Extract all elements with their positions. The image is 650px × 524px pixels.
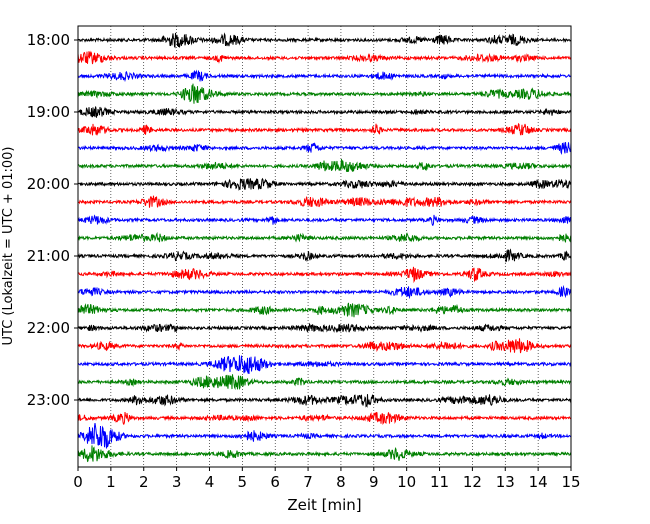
trace-2200 (77, 322, 572, 333)
x-tick-label: 2 (139, 473, 149, 491)
x-tick-label: 8 (336, 473, 346, 491)
trace-2100 (77, 248, 572, 263)
x-tick-label: 12 (463, 473, 482, 491)
trace-1830 (77, 69, 572, 83)
x-axis: 0 1 2 3 4 5 6 7 8 9 10 11 12 13 14 15 (73, 467, 581, 491)
trace-2130 (77, 284, 572, 300)
x-tick-label: 3 (172, 473, 182, 491)
y-tick-label: 20:00 (27, 175, 70, 193)
trace-1815 (77, 50, 572, 65)
trace-2300 (77, 394, 572, 408)
x-tick-label: 4 (205, 473, 215, 491)
x-tick-label: 0 (73, 473, 83, 491)
y-tick-label: 22:00 (27, 319, 70, 337)
trace-1945 (77, 159, 572, 173)
y-axis-label: UTC (Lokalzeit = UTC + 01:00) (1, 147, 16, 346)
x-tick-label: 15 (561, 473, 580, 491)
x-axis-label: Zeit [min] (287, 496, 361, 514)
y-tick-label: 18:00 (27, 31, 70, 49)
trace-2345 (77, 445, 572, 463)
trace-2015 (77, 195, 572, 208)
x-tick-label: 7 (303, 473, 313, 491)
trace-2315 (77, 411, 572, 426)
x-tick-label: 14 (529, 473, 548, 491)
trace-2245 (77, 374, 572, 391)
x-tick-label: 10 (397, 473, 416, 491)
y-tick-label: 21:00 (27, 247, 70, 265)
trace-1930 (77, 142, 572, 155)
trace-1915 (77, 122, 572, 136)
trace-1900 (77, 106, 572, 118)
x-tick-label: 1 (106, 473, 116, 491)
x-tick-label: 13 (496, 473, 515, 491)
y-tick-label: 19:00 (27, 103, 70, 121)
trace-layer (77, 32, 572, 463)
trace-2115 (77, 266, 572, 284)
trace-1845 (77, 83, 572, 104)
trace-2000 (77, 177, 572, 192)
y-tick-label: 23:00 (27, 391, 70, 409)
trace-2215 (77, 338, 572, 354)
trace-1800 (77, 32, 572, 49)
x-tick-label: 11 (430, 473, 449, 491)
trace-2145 (77, 302, 572, 318)
x-tick-label: 9 (369, 473, 379, 491)
trace-2045 (77, 231, 572, 243)
plot-frame (77, 25, 572, 468)
x-tick-label: 6 (270, 473, 280, 491)
trace-2330 (77, 423, 572, 449)
trace-2230 (77, 355, 572, 375)
x-tick-label: 5 (238, 473, 248, 491)
y-axis: 18:00 19:00 20:00 21:00 22:00 23:00 (27, 31, 78, 409)
trace-2030 (77, 214, 572, 226)
